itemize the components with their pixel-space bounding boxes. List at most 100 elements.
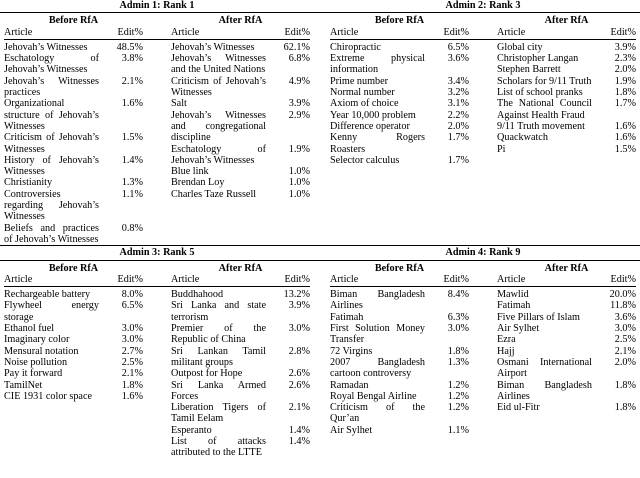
article-row: Ezra 2.5% (497, 334, 636, 345)
edit-percent: 3.9% (288, 300, 310, 312)
edit-percent: 1.1% (447, 424, 469, 436)
edit-percent: 2.7% (121, 345, 143, 357)
article-row: The National Council Against Health Frau… (497, 98, 636, 121)
article-row: Difference operator 2.0% (330, 121, 469, 132)
article-name: Jehovah’s Witnesses and congregational d… (171, 109, 266, 144)
article-row: 9/11 Truth movement 1.6% (497, 121, 636, 132)
article-name: Five Pillars of Islam (497, 311, 580, 323)
edit-col-header: Edit% (284, 26, 310, 38)
article-name: Prime number (330, 75, 389, 87)
article-name: Eschatology of Jehovah’s Witnesses (171, 143, 266, 166)
edit-percent: 8.0% (121, 289, 143, 301)
article-name: Blue link (171, 166, 209, 178)
article-name: Brendan Loy (171, 177, 225, 189)
column-gap (143, 263, 171, 286)
article-name: List of school pranks (497, 87, 583, 99)
article-row: Royal Bengal Airline 1.2% (330, 391, 469, 402)
column-headers: Before RfA After RfA Article Edit% Artic… (330, 261, 636, 288)
edit-percent: 2.0% (447, 120, 469, 132)
article-row: Eid ul-Fitr 1.8% (497, 402, 636, 413)
article-row: Extreme physical information 3.6% (330, 53, 469, 76)
article-name: Salt (171, 98, 187, 110)
edit-percent: 1.8% (447, 345, 469, 357)
edit-percent: 1.0% (288, 188, 310, 200)
article-row: Scholars for 9/11 Truth 1.9% (497, 76, 636, 87)
article-row: Jehovah’s Witnesses 48.5% (4, 42, 143, 53)
after-rfa-header: After RfA (544, 15, 589, 27)
article-row: Esperanto 1.4% (171, 425, 310, 436)
article-row: CIE 1931 color space 1.6% (4, 391, 143, 402)
before-rfa-list: Biman Bangladesh Airlines 8.4% Fatimah 6… (330, 289, 469, 436)
edit-percent: 2.2% (447, 109, 469, 121)
article-name: Kenny Rogers Roasters (330, 132, 425, 155)
article-name: Criticism of Jehovah’s Witnesses (4, 132, 99, 155)
article-name: 72 Virgins (330, 345, 373, 357)
article-name: Air Sylhet (330, 424, 373, 436)
edit-percent: 8.4% (447, 289, 469, 301)
edit-percent: 6.5% (121, 300, 143, 312)
before-rfa-header: Before RfA (374, 262, 425, 274)
article-name: Christianity (4, 177, 53, 189)
article-col-header: Article (4, 26, 33, 38)
article-row: Jehovah’s Witnesses practices 2.1% (4, 76, 143, 99)
article-name: Jehovah’s Witnesses (171, 41, 255, 53)
article-name: Biman Bangladesh Airlines (497, 379, 592, 402)
edit-percent: 2.1% (614, 345, 636, 357)
panel-body: Chiropractic 6.5% Extreme physical infor… (330, 40, 636, 166)
article-row: Criticism of Jehovah’s Witnesses 1.5% (4, 132, 143, 155)
edit-percent: 2.8% (288, 345, 310, 357)
edit-percent: 2.6% (288, 379, 310, 391)
article-row: Rechargeable battery 8.0% (4, 289, 143, 300)
article-row: Jehovah’s Witnesses 62.1% (171, 42, 310, 53)
article-name: Fatimah (497, 300, 531, 312)
edit-percent: 1.3% (447, 356, 469, 368)
section-titles-row: Admin 3: Rank 5 Admin 4: Rank 9 (0, 247, 640, 261)
paper-table-figure: Admin 1: Rank 1 Admin 2: Rank 3 Before R… (0, 0, 640, 458)
article-name: Outpost for Hope (171, 368, 243, 380)
article-name: CIE 1931 color space (4, 390, 92, 402)
before-rfa-list: Chiropractic 6.5% Extreme physical infor… (330, 42, 469, 166)
article-name: Ramadan (330, 379, 369, 391)
article-name: Liberation Tigers of Tamil Eelam (171, 402, 266, 425)
article-name: Imaginary color (4, 334, 70, 346)
article-row: Beliefs and practices of Jehovah’s Witne… (4, 223, 143, 246)
article-name: Scholars for 9/11 Truth (497, 75, 592, 87)
column-gap (469, 15, 497, 38)
article-name: Difference operator (330, 120, 410, 132)
article-name: Sri Lanka Armed Forces (171, 379, 266, 402)
after-rfa-header: After RfA (218, 15, 263, 27)
article-name: Global city (497, 41, 543, 53)
article-row: Criticism of Jehovah’s Witnesses 4.9% (171, 76, 310, 99)
edit-percent: 1.9% (614, 75, 636, 87)
article-row: Normal number 3.2% (330, 87, 469, 98)
article-row: Global city 3.9% (497, 42, 636, 53)
article-row: Buddhahood 13.2% (171, 289, 310, 300)
article-name: Criticism of the Qur’an (330, 402, 425, 425)
article-row: 2007 Bangladesh cartoon controversy 1.3% (330, 357, 469, 380)
article-name: Biman Bangladesh Airlines (330, 289, 425, 312)
article-row: First Solution Money Transfer 3.0% (330, 323, 469, 346)
column-gap (469, 263, 497, 286)
article-name: 2007 Bangladesh cartoon controversy (330, 356, 425, 380)
article-name: The National Council Against Health Frau… (497, 98, 592, 121)
edit-percent: 3.6% (614, 311, 636, 323)
article-name: Axiom of choice (330, 98, 399, 110)
edit-percent: 1.9% (288, 143, 310, 155)
after-rfa-list: Jehovah’s Witnesses 62.1% Jehovah’s Witn… (171, 42, 310, 245)
edit-col-header: Edit% (610, 273, 636, 285)
edit-percent: 3.0% (121, 334, 143, 346)
edit-percent: 2.0% (614, 64, 636, 76)
panel-title-admin-4: Admin 4: Rank 9 (445, 247, 521, 259)
table-section-top: Admin 1: Rank 1 Admin 2: Rank 3 Before R… (0, 0, 640, 245)
article-name: Christopher Langan (497, 53, 579, 65)
edit-percent: 1.4% (288, 435, 310, 447)
article-name: Hajj (497, 345, 515, 357)
article-name: Eschatology of Jehovah’s Witnesses (4, 53, 99, 76)
article-row: Jehovah’s Witnesses and the United Natio… (171, 53, 310, 76)
article-name: Noise pollution (4, 356, 68, 368)
after-rfa-header: After RfA (544, 262, 589, 274)
article-row: Air Sylhet 1.1% (330, 425, 469, 436)
column-headers: Before RfA After RfA Article Edit% Artic… (4, 13, 310, 40)
article-row: Sri Lanka and state terrorism 3.9% (171, 300, 310, 323)
article-row: Stephen Barrett 2.0% (497, 64, 636, 75)
